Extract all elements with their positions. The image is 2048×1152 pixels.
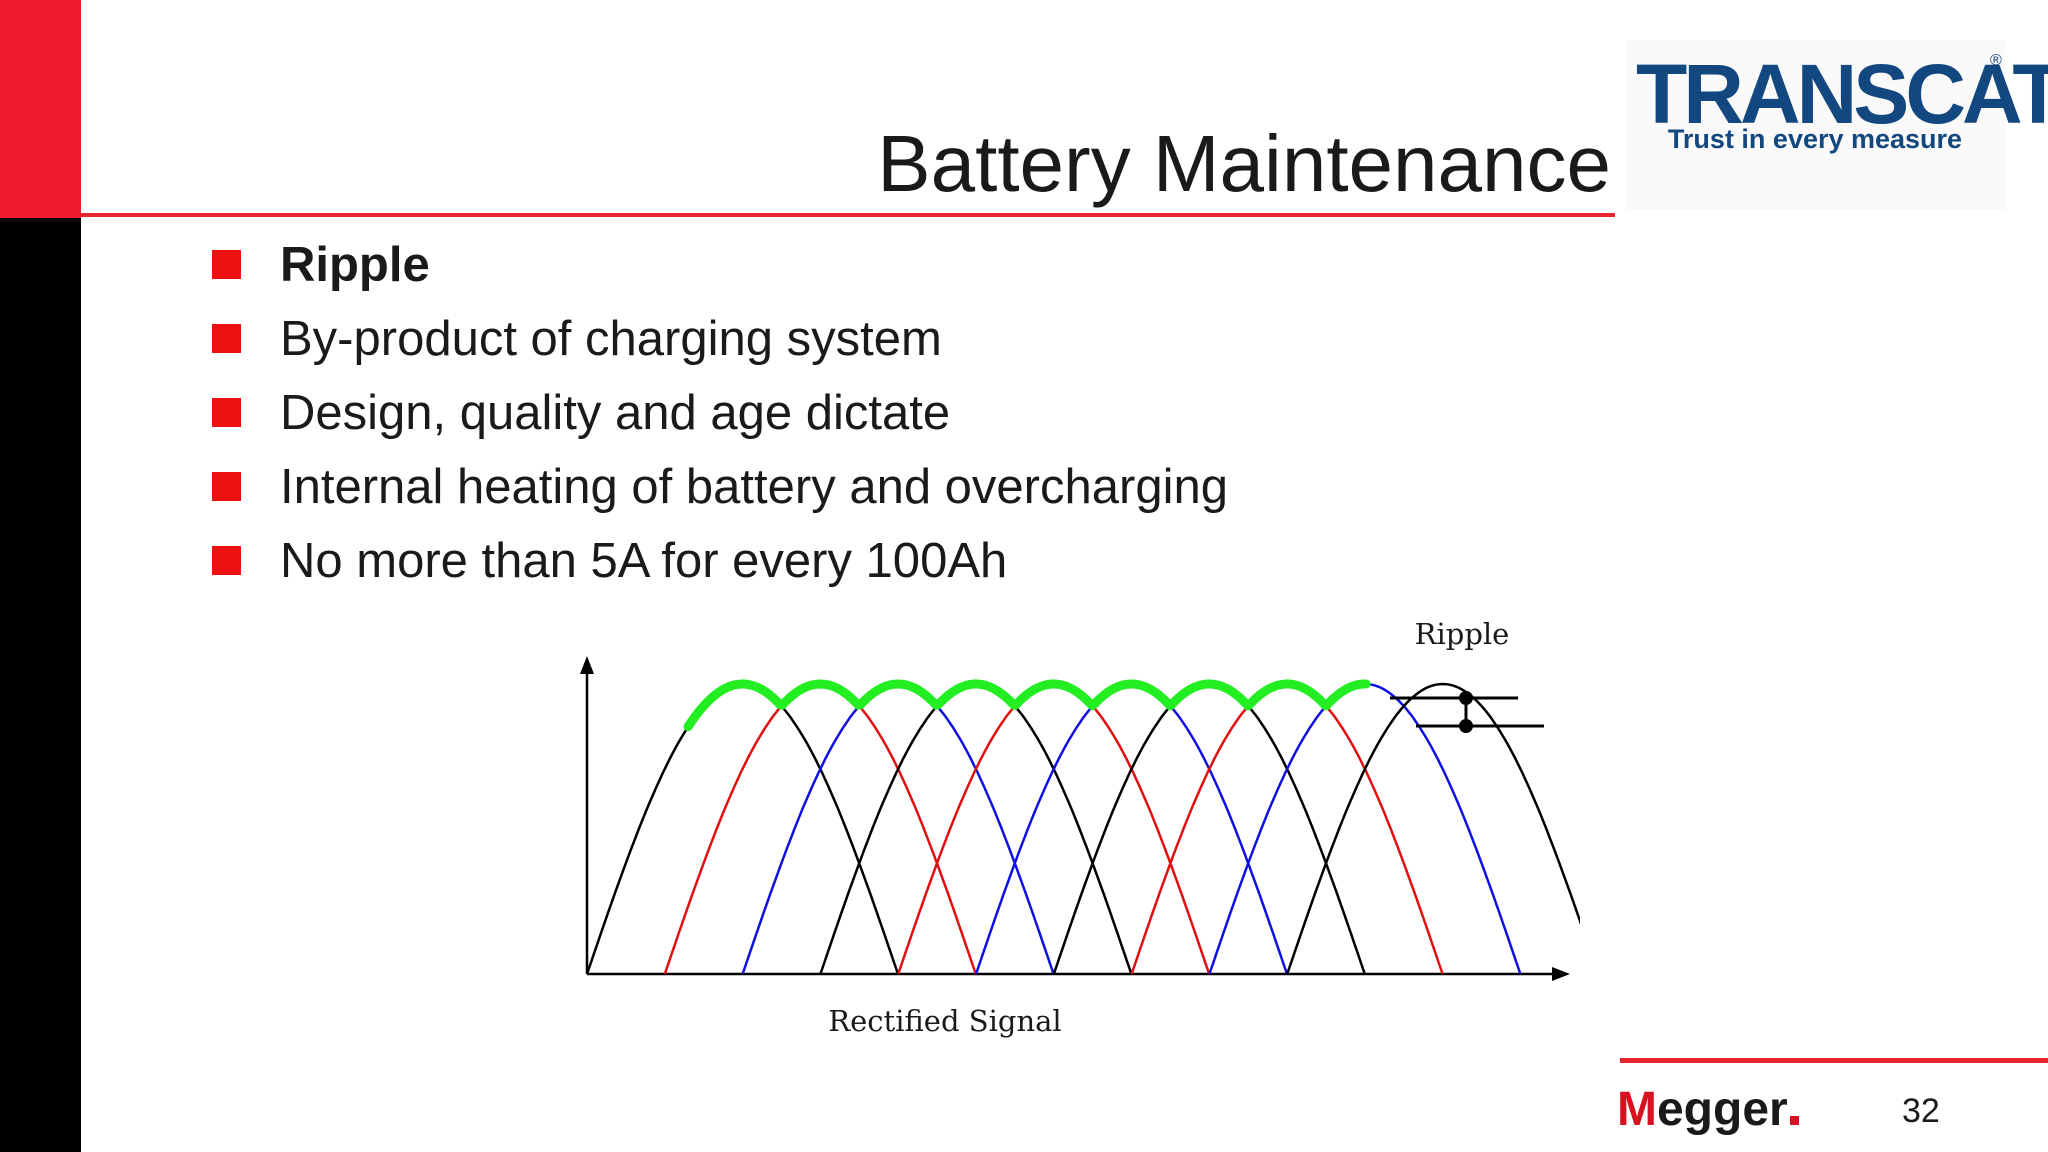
bullet-text: By-product of charging system (280, 312, 942, 366)
bullet-square-icon (212, 472, 241, 501)
title-underline (81, 213, 1615, 217)
bullet-text: Ripple (280, 238, 430, 292)
ripple-marker-dot-bottom (1459, 719, 1473, 733)
pulse-curve (974, 682, 1289, 975)
bullet-text: No more than 5A for every 100Ah (280, 534, 1008, 588)
bullet-square-icon (212, 546, 241, 575)
rectified-signal-label: Rectified Signal (828, 1004, 1061, 1038)
y-axis-arrowhead (580, 656, 594, 674)
bullet-square-icon (212, 250, 241, 279)
ripple-label: Ripple (1415, 617, 1510, 651)
bullet-item: By-product of charging system (212, 302, 1228, 376)
pulse-curve (585, 682, 900, 975)
x-axis-arrowhead (1552, 967, 1570, 981)
megger-logo-initial: M (1617, 1083, 1657, 1136)
rectified-signal-diagram: Ripple Rectified Signal (580, 617, 1580, 1038)
pulse-curve (819, 682, 1133, 975)
bullet-text: Design, quality and age dictate (280, 386, 951, 440)
slide-title: Battery Maintenance (877, 119, 1611, 208)
transcat-logo-word: TRANSCAT (1636, 47, 2048, 141)
sidebar-black-block (0, 218, 81, 1152)
megger-logo-rest: egger (1656, 1083, 1788, 1136)
registered-mark: ® (1990, 52, 2002, 69)
page-number: 32 (1902, 1092, 1940, 1130)
pulse-curve (1052, 682, 1366, 975)
megger-logo-dot-icon (1789, 1116, 1799, 1125)
pulse-curve (741, 682, 1055, 975)
megger-logo: Megger (1617, 1082, 1799, 1137)
bullet-item: Ripple (212, 228, 1228, 302)
sidebar-red-block (0, 0, 81, 218)
bullet-list: Ripple By-product of charging system Des… (212, 228, 1228, 598)
pulse-curve (1286, 682, 1580, 975)
bullet-item: Design, quality and age dictate (212, 376, 1228, 450)
ripple-marker-dot-top (1459, 691, 1473, 705)
pulse-curve (897, 682, 1211, 975)
bullet-item: Internal heating of battery and overchar… (212, 450, 1228, 524)
bullet-item: No more than 5A for every 100Ah (212, 524, 1228, 598)
bullet-square-icon (212, 398, 241, 427)
ripple-envelope (683, 679, 1371, 732)
footer-rule (1620, 1058, 2048, 1063)
pulse-curve (1130, 682, 1444, 975)
bullet-square-icon (212, 324, 241, 353)
bullet-text: Internal heating of battery and overchar… (280, 460, 1228, 514)
transcat-tagline: Trust in every measure (1667, 124, 1963, 154)
pulse-curve (663, 682, 977, 975)
transcat-logo (1625, 40, 2005, 210)
